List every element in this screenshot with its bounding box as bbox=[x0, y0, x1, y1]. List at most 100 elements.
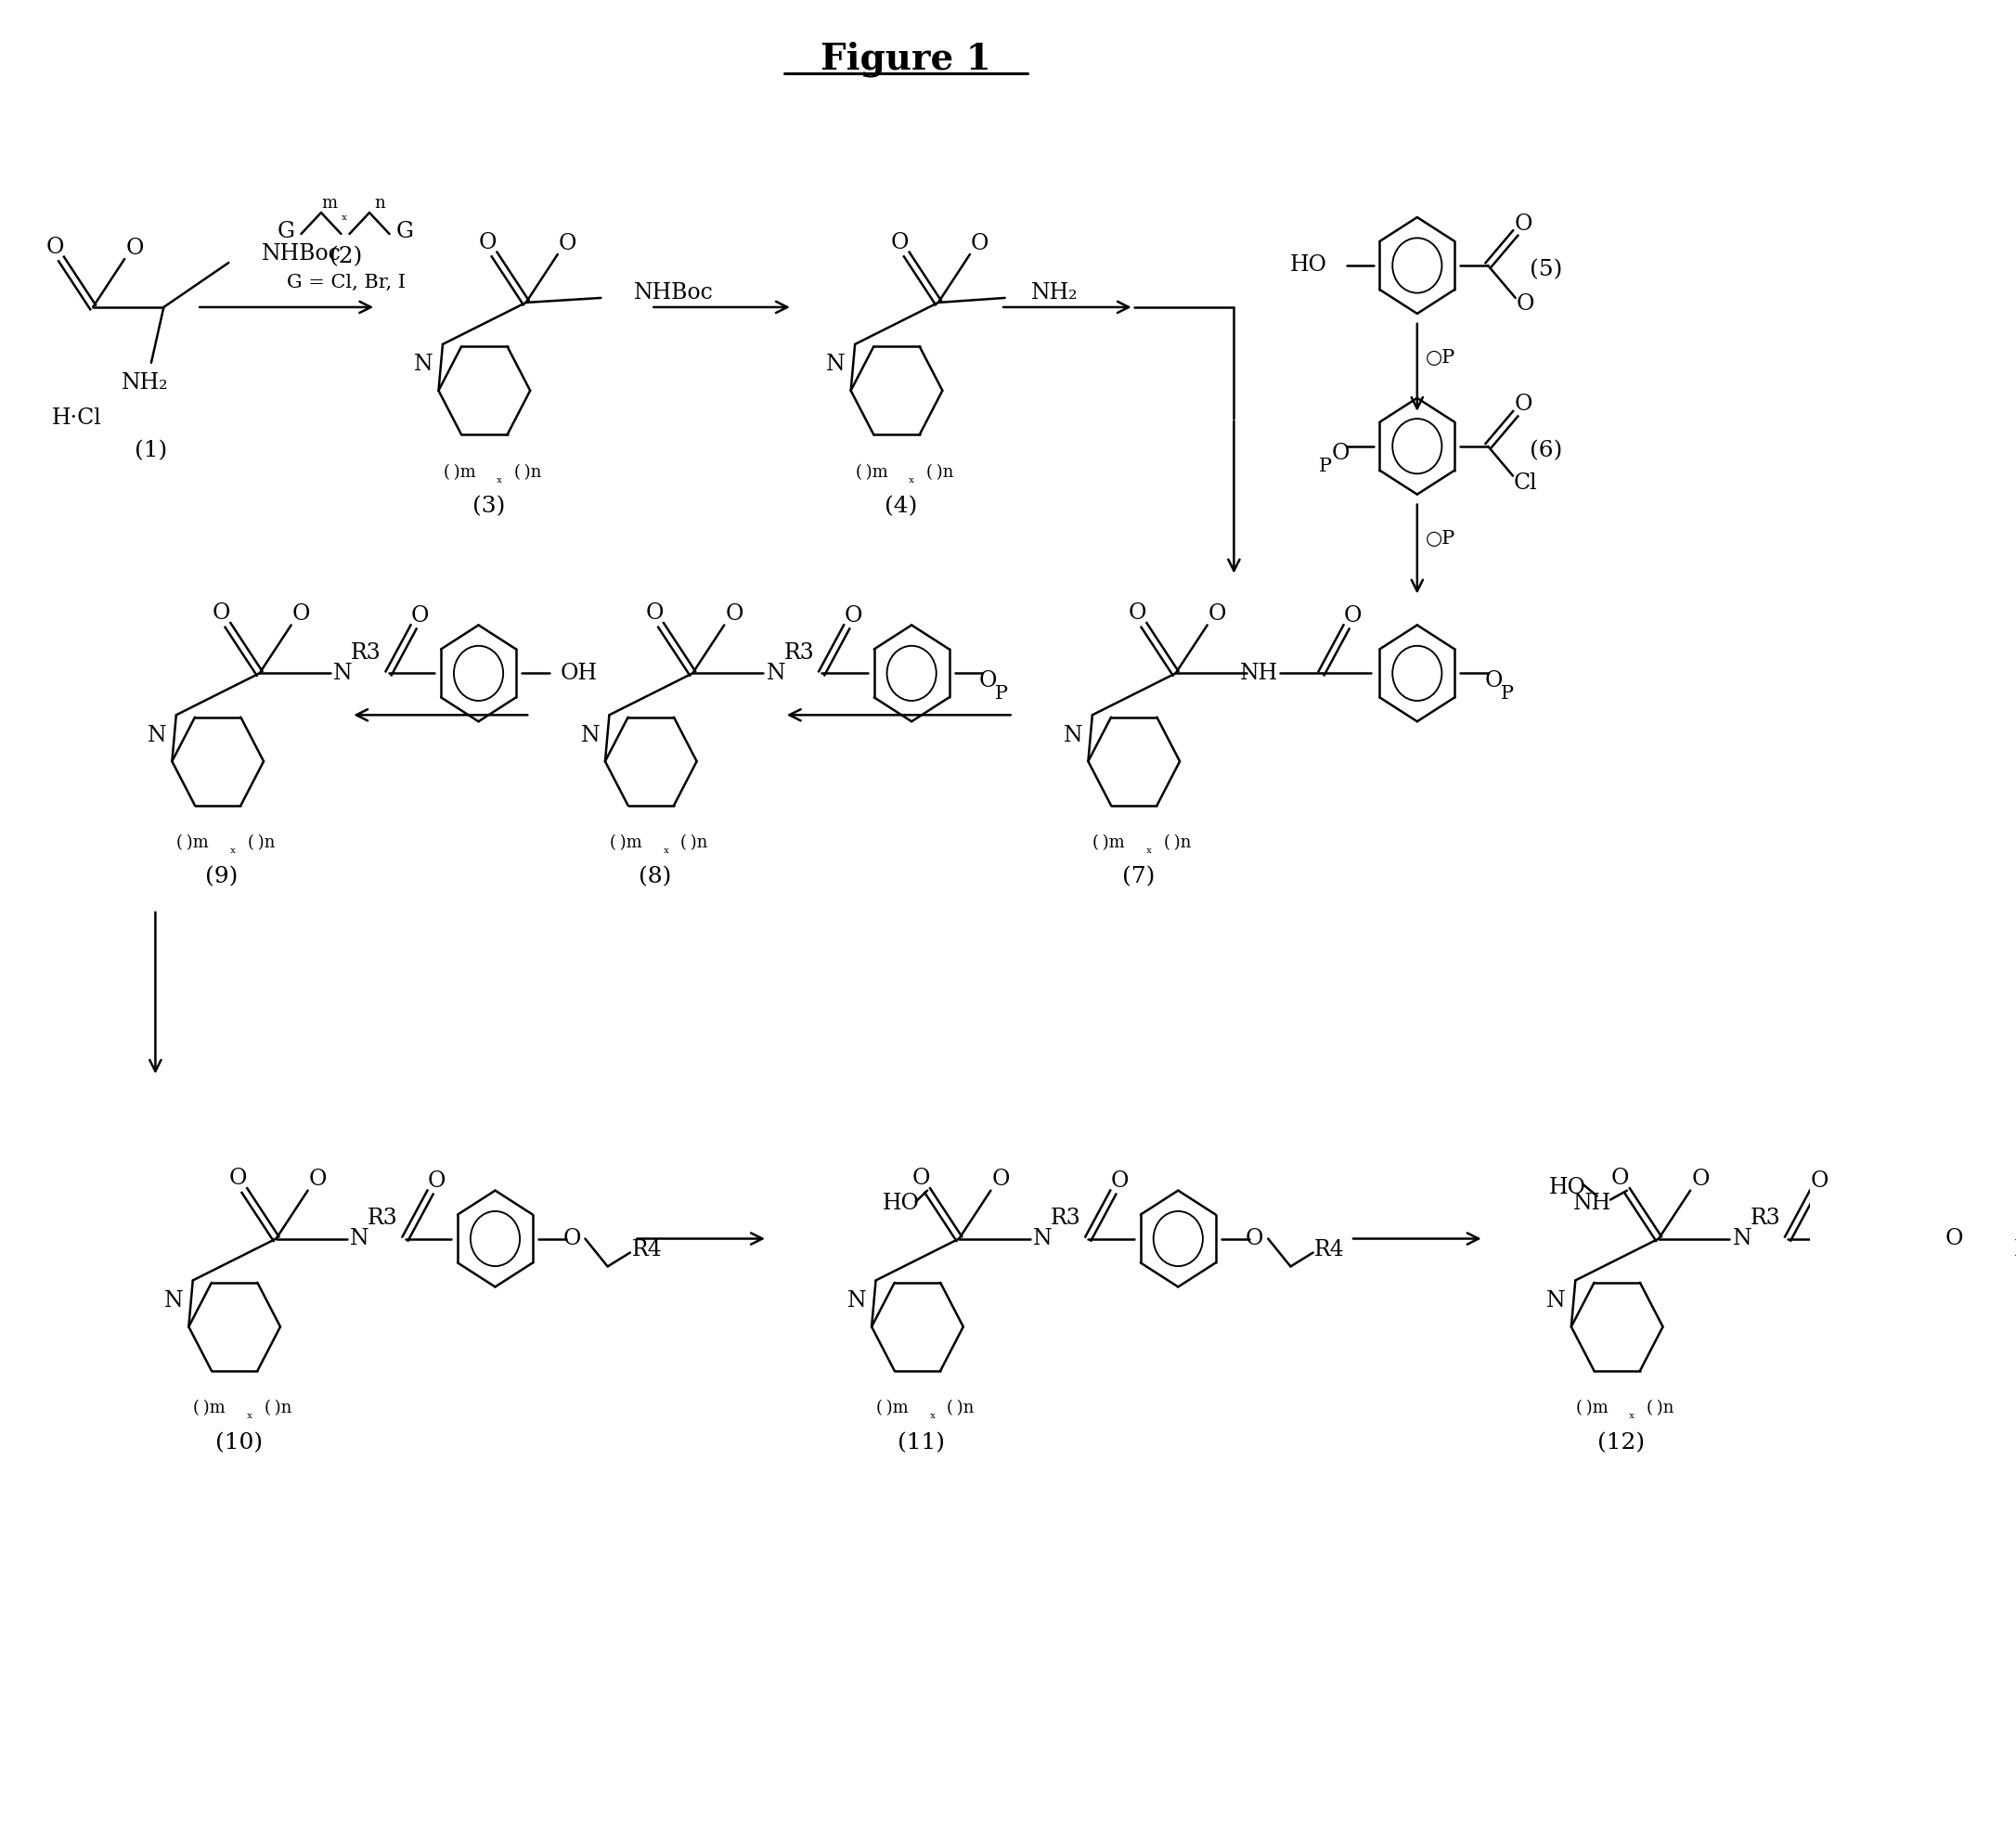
Text: (4): (4) bbox=[885, 495, 917, 517]
Text: (10): (10) bbox=[216, 1432, 262, 1453]
Text: ( )m: ( )m bbox=[444, 464, 476, 480]
Text: ₓ: ₓ bbox=[246, 1408, 252, 1421]
Text: ( )n: ( )n bbox=[925, 464, 954, 480]
Text: P: P bbox=[1500, 686, 1514, 702]
Text: O: O bbox=[726, 602, 744, 625]
Text: O: O bbox=[1514, 213, 1532, 235]
Text: HO: HO bbox=[1290, 255, 1327, 275]
Text: O: O bbox=[1484, 671, 1502, 691]
Text: ( )n: ( )n bbox=[1163, 835, 1191, 852]
Text: ₓ: ₓ bbox=[929, 1408, 935, 1421]
Text: P: P bbox=[1318, 458, 1333, 475]
Text: O: O bbox=[891, 231, 909, 253]
Text: ( )n: ( )n bbox=[248, 835, 274, 852]
Text: N: N bbox=[581, 724, 599, 747]
Text: O: O bbox=[558, 233, 577, 253]
Text: O: O bbox=[645, 602, 663, 625]
Text: G = Cl, Br, I: G = Cl, Br, I bbox=[286, 274, 405, 290]
Text: O: O bbox=[125, 237, 143, 259]
Text: R3: R3 bbox=[367, 1207, 397, 1229]
Text: n: n bbox=[373, 196, 385, 213]
Text: (9): (9) bbox=[206, 867, 238, 887]
Text: ( )n: ( )n bbox=[948, 1401, 974, 1417]
Text: HO: HO bbox=[883, 1192, 919, 1214]
Text: N: N bbox=[333, 663, 353, 684]
Text: m: m bbox=[321, 196, 337, 213]
Text: Figure 1: Figure 1 bbox=[821, 41, 992, 76]
Text: (2): (2) bbox=[331, 246, 363, 268]
Text: N: N bbox=[1064, 724, 1083, 747]
Text: HO: HO bbox=[1548, 1177, 1587, 1198]
Text: N: N bbox=[163, 1290, 183, 1312]
Text: N: N bbox=[1546, 1290, 1566, 1312]
Text: O: O bbox=[212, 602, 230, 625]
Text: Cl: Cl bbox=[1514, 473, 1538, 493]
Text: ₓ: ₓ bbox=[663, 843, 669, 856]
Text: O: O bbox=[427, 1170, 446, 1192]
Text: ( )n: ( )n bbox=[681, 835, 708, 852]
Text: N: N bbox=[413, 355, 433, 375]
Text: O: O bbox=[1208, 602, 1226, 625]
Text: (11): (11) bbox=[897, 1432, 946, 1453]
Text: O: O bbox=[1810, 1170, 1829, 1192]
Text: N: N bbox=[147, 724, 167, 747]
Text: O: O bbox=[1516, 294, 1534, 314]
Text: O: O bbox=[228, 1168, 246, 1188]
Text: ( )m: ( )m bbox=[1577, 1401, 1609, 1417]
Text: O: O bbox=[972, 233, 990, 253]
Text: ( )m: ( )m bbox=[609, 835, 641, 852]
Text: (3): (3) bbox=[472, 495, 504, 517]
Text: ( )m: ( )m bbox=[1093, 835, 1125, 852]
Text: N: N bbox=[351, 1229, 369, 1249]
Text: NH: NH bbox=[1572, 1192, 1611, 1214]
Text: R3: R3 bbox=[1750, 1207, 1780, 1229]
Text: O: O bbox=[1514, 394, 1532, 416]
Text: O: O bbox=[845, 604, 863, 626]
Text: R4: R4 bbox=[631, 1240, 661, 1260]
Text: ○P: ○P bbox=[1425, 349, 1456, 368]
Text: R4: R4 bbox=[1314, 1240, 1345, 1260]
Text: G: G bbox=[395, 220, 413, 242]
Text: N: N bbox=[1032, 1229, 1052, 1249]
Text: ₓ: ₓ bbox=[230, 843, 236, 856]
Text: (12): (12) bbox=[1597, 1432, 1645, 1453]
Text: ( )n: ( )n bbox=[1647, 1401, 1673, 1417]
Text: ( )m: ( )m bbox=[877, 1401, 909, 1417]
Text: ( )m: ( )m bbox=[855, 464, 887, 480]
Text: ₓ: ₓ bbox=[341, 211, 347, 224]
Text: ( )n: ( )n bbox=[514, 464, 540, 480]
Text: P: P bbox=[996, 686, 1008, 702]
Text: ₓ: ₓ bbox=[909, 471, 915, 486]
Text: O: O bbox=[478, 231, 496, 253]
Text: ₓ: ₓ bbox=[1145, 843, 1151, 856]
Text: ₓ: ₓ bbox=[1629, 1408, 1635, 1421]
Text: O: O bbox=[292, 602, 310, 625]
Text: O: O bbox=[308, 1168, 327, 1190]
Text: O: O bbox=[46, 237, 65, 257]
Text: N: N bbox=[1732, 1229, 1752, 1249]
Text: O: O bbox=[1945, 1229, 1964, 1249]
Text: O: O bbox=[411, 604, 429, 626]
Text: O: O bbox=[911, 1168, 929, 1188]
Text: O: O bbox=[1691, 1168, 1710, 1190]
Text: (8): (8) bbox=[639, 867, 671, 887]
Text: ( )m: ( )m bbox=[194, 1401, 226, 1417]
Text: NH₂: NH₂ bbox=[1032, 283, 1079, 303]
Text: N: N bbox=[766, 663, 786, 684]
Text: G: G bbox=[278, 220, 294, 242]
Text: (5): (5) bbox=[1530, 259, 1562, 281]
Text: O: O bbox=[1129, 602, 1147, 625]
Text: O: O bbox=[1246, 1229, 1264, 1249]
Text: NH₂: NH₂ bbox=[121, 373, 169, 394]
Text: (7): (7) bbox=[1121, 867, 1155, 887]
Text: (6): (6) bbox=[1530, 440, 1562, 462]
Text: OH: OH bbox=[560, 663, 597, 684]
Text: NH: NH bbox=[1240, 663, 1278, 684]
Text: N: N bbox=[847, 1290, 867, 1312]
Text: ( )n: ( )n bbox=[264, 1401, 292, 1417]
Text: R3: R3 bbox=[1050, 1207, 1081, 1229]
Text: H·Cl: H·Cl bbox=[50, 408, 101, 429]
Text: R3: R3 bbox=[784, 643, 814, 663]
Text: R3: R3 bbox=[351, 643, 381, 663]
Text: ( )m: ( )m bbox=[177, 835, 210, 852]
